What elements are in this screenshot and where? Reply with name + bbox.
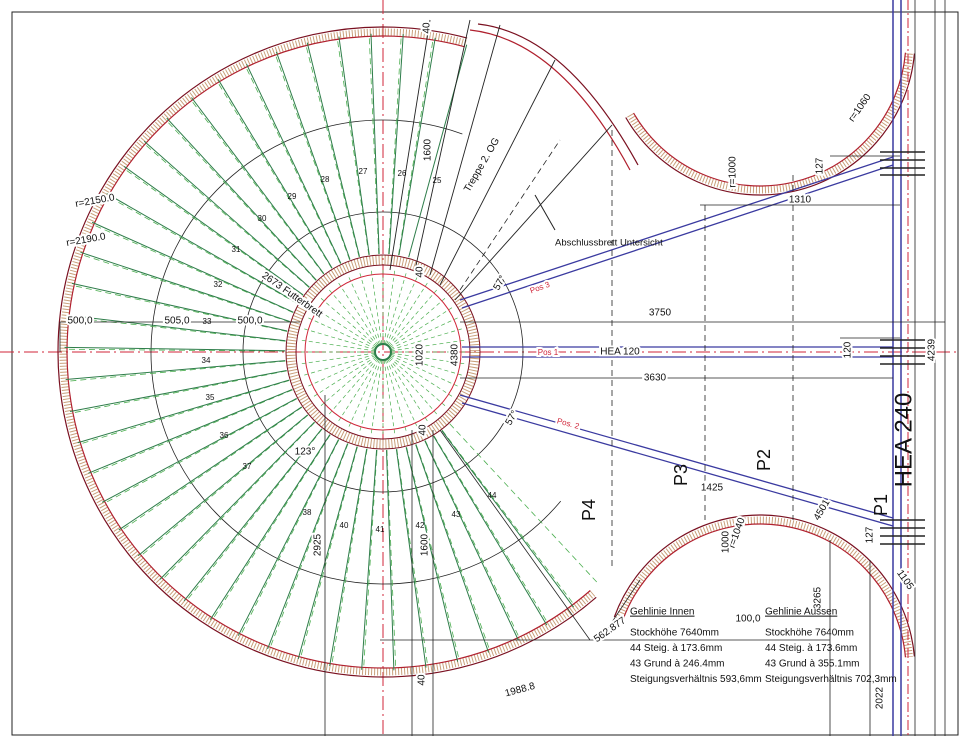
dimension-label: 40 [417, 674, 428, 686]
dimension-label: 40 [415, 266, 426, 278]
dimension-label: 1600 [420, 533, 431, 556]
annotation: Abschlussbrett Untersicht [555, 238, 663, 249]
step-number: 25 [433, 176, 442, 185]
step-number: 26 [398, 169, 407, 178]
dimension-label: 505,0 [164, 316, 189, 327]
step-number: 41 [376, 525, 385, 534]
step-number: 36 [220, 431, 229, 440]
legend-title: Gehlinie Aussen [765, 607, 837, 618]
step-number: 30 [258, 214, 267, 223]
step-number: 43 [452, 510, 461, 519]
dimension-label: 120 [843, 341, 854, 358]
step-number: 40 [340, 521, 349, 530]
member-label: HEA 120 [600, 347, 640, 358]
step-number: 32 [214, 280, 223, 289]
step-number: 37 [243, 462, 252, 471]
legend-line: 44 Steig. à 173.6mm [630, 643, 722, 654]
step-number: 33 [203, 317, 212, 326]
step-number: 27 [359, 167, 368, 176]
dimension-label: 127 [865, 526, 876, 543]
dimension-label: 40 [422, 22, 433, 34]
dimension-label: 100,0 [735, 614, 760, 625]
dimension-label: 500,0 [237, 316, 262, 327]
dimension-label: r=1000 [728, 156, 739, 188]
member-label: HEA 240 [890, 393, 917, 488]
page: {"dimensions":["40","1600","r=1060","r=1… [0, 0, 959, 736]
step-number: 34 [202, 356, 211, 365]
dimension-label: 4239 [927, 338, 938, 361]
legend-line: Stockhöhe 7640mm [765, 628, 854, 639]
dimension-label: 127 [815, 157, 826, 174]
step-number: 28 [321, 175, 330, 184]
legend-title: Gehlinie Innen [630, 607, 695, 618]
dimension-label: 3750 [649, 308, 672, 319]
dimension-label: 4380 [450, 343, 461, 366]
step-number: 29 [288, 192, 297, 201]
dimension-label: 1310 [789, 195, 812, 206]
member-label: P2 [754, 449, 774, 471]
step-number: 44 [488, 491, 497, 500]
member-label: P3 [671, 464, 691, 486]
legend-line: Steigungsverhältnis 593,6mm [630, 674, 762, 685]
dimension-label: 2925 [313, 533, 324, 556]
dimension-label: 1000 [721, 530, 732, 553]
member-label: Pos 1 [538, 348, 559, 357]
dimension-label: 3630 [644, 373, 667, 384]
drawing: 401600r=1060r=10001271310r=2150.0r=2190.… [0, 0, 959, 736]
legend-line: Stockhöhe 7640mm [630, 628, 719, 639]
dimension-label: 1020 [415, 343, 426, 366]
legend-line: 44 Steig. à 173.6mm [765, 643, 857, 654]
dimension-label: 1425 [701, 483, 724, 494]
member-label: P4 [579, 499, 599, 521]
dimension-label: 2022 [875, 686, 886, 709]
legend-line: 43 Grund à 355.1mm [765, 659, 860, 670]
dimension-label: 500,0 [67, 316, 92, 327]
dimension-label: 123° [295, 447, 316, 458]
dimension-label: 40 [418, 424, 429, 436]
step-number: 31 [232, 245, 241, 254]
legend-line: Steigungsverhältnis 702,3mm [765, 674, 897, 685]
step-number: 35 [206, 393, 215, 402]
step-number: 38 [303, 508, 312, 517]
dimension-label: 1600 [423, 138, 434, 161]
step-number: 42 [416, 521, 425, 530]
legend-line: 43 Grund à 246.4mm [630, 659, 725, 670]
member-label: P1 [871, 494, 891, 516]
